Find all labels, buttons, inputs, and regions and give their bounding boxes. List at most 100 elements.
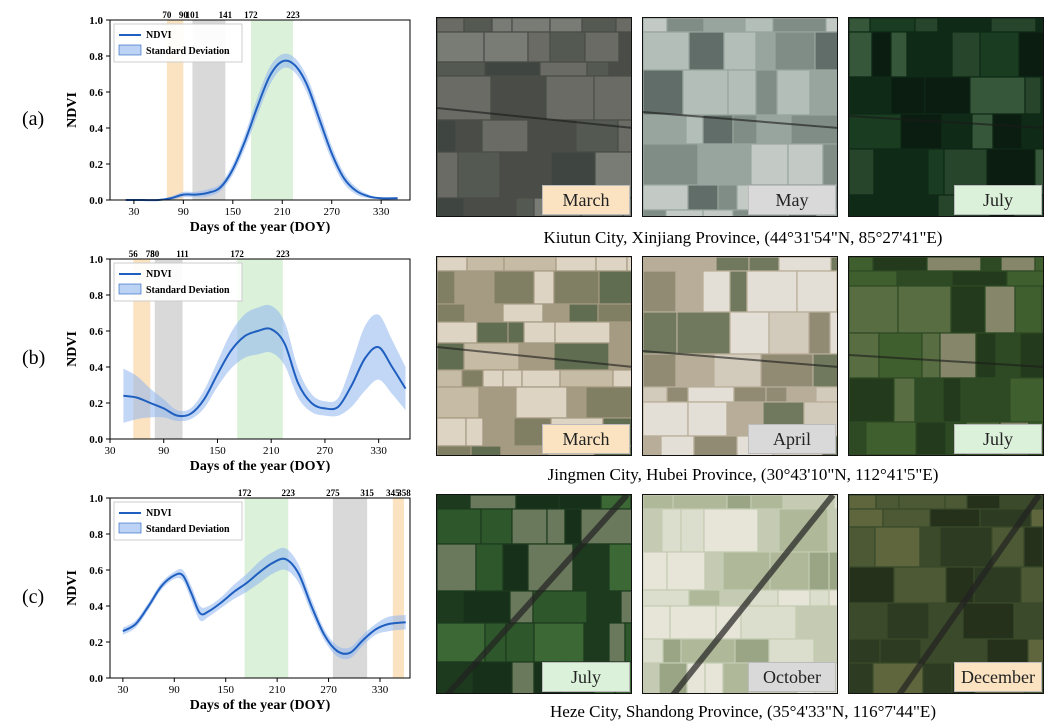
road xyxy=(444,495,630,693)
field-parcel xyxy=(849,31,873,78)
y-tick-label: 0.4 xyxy=(89,362,103,374)
field-parcel xyxy=(1040,76,1043,115)
field-parcel xyxy=(787,143,824,186)
y-tick-label: 0.4 xyxy=(89,601,103,613)
y-axis-label: NDVI xyxy=(65,331,80,367)
field-parcel xyxy=(849,495,877,510)
field-parcel xyxy=(715,257,750,272)
field-parcel xyxy=(814,31,837,71)
period-end-label: 315 xyxy=(360,488,374,498)
period-end-label: 223 xyxy=(276,249,290,259)
field-parcel xyxy=(1023,526,1043,568)
field-parcel xyxy=(500,445,549,455)
y-tick-label: 0.2 xyxy=(89,398,103,410)
y-tick-label: 0.2 xyxy=(89,637,103,649)
field-parcel xyxy=(809,69,837,116)
field-parcel xyxy=(669,257,717,272)
field-parcel xyxy=(566,386,587,419)
period-start-label: 172 xyxy=(244,10,258,20)
field-parcel xyxy=(437,197,465,216)
field-parcel xyxy=(944,495,968,510)
road xyxy=(437,346,631,368)
field-parcel xyxy=(620,590,631,624)
y-tick-label: 1.0 xyxy=(89,15,103,27)
field-parcel xyxy=(990,18,1037,33)
period-band xyxy=(166,20,184,200)
field-parcel xyxy=(643,311,678,355)
field-parcel xyxy=(790,114,837,145)
x-axis-label: Days of the year (DOY) xyxy=(190,220,331,235)
field-parcel xyxy=(539,61,588,77)
field-parcel xyxy=(875,495,900,510)
field-parcel xyxy=(937,18,957,33)
field-parcel xyxy=(463,197,517,216)
plot-frame xyxy=(109,258,411,440)
field-parcel xyxy=(849,194,889,216)
satellite-image-c-3: December xyxy=(848,494,1044,694)
field-parcel xyxy=(1042,526,1043,568)
field-parcel xyxy=(950,285,986,334)
field-parcel xyxy=(545,75,595,121)
field-parcel xyxy=(554,321,611,344)
field-parcel xyxy=(833,495,837,510)
period-start-label: 172 xyxy=(230,249,244,259)
location-caption-a: Kiutun City, Xinjiang Province, (44°31'5… xyxy=(543,228,943,247)
field-parcel xyxy=(734,638,770,664)
x-tick-label: 90 xyxy=(178,206,190,218)
field-parcel xyxy=(612,369,631,388)
field-parcel xyxy=(872,257,928,272)
field-parcel xyxy=(896,270,953,287)
satellite-image-b-1: March xyxy=(436,256,632,456)
field-parcel xyxy=(750,495,784,510)
field-parcel xyxy=(939,526,993,568)
field-parcel xyxy=(662,638,682,664)
field-parcel xyxy=(760,353,814,388)
y-tick-label: 0.0 xyxy=(89,673,103,685)
field-parcel xyxy=(597,303,631,323)
field-parcel xyxy=(744,18,774,33)
field-parcel xyxy=(643,401,689,437)
field-parcel xyxy=(643,31,690,71)
field-parcel xyxy=(481,119,529,153)
field-parcel xyxy=(437,270,456,305)
field-parcel xyxy=(643,551,668,591)
field-parcel xyxy=(507,321,525,344)
field-parcel xyxy=(940,638,988,664)
field-parcel xyxy=(555,257,597,272)
field-parcel xyxy=(521,369,561,388)
field-parcel xyxy=(693,435,738,455)
field-parcel xyxy=(1020,566,1043,604)
field-parcel xyxy=(757,508,780,553)
field-parcel xyxy=(729,270,748,313)
field-parcel xyxy=(874,526,921,568)
field-parcel xyxy=(559,369,614,388)
field-parcel xyxy=(768,311,810,355)
y-tick-label: 0.6 xyxy=(89,326,103,338)
field-parcel xyxy=(643,353,677,388)
ndvi-line xyxy=(123,327,407,418)
period-start-label: 101 xyxy=(186,10,200,20)
field-parcel xyxy=(437,543,477,592)
month-label: July xyxy=(954,185,1042,215)
field-parcel xyxy=(945,454,999,455)
field-parcel xyxy=(484,61,541,77)
field-parcel xyxy=(815,386,837,403)
y-tick-label: 1.0 xyxy=(89,493,103,505)
period-end-label: 223 xyxy=(282,488,296,498)
field-parcel xyxy=(825,18,837,33)
field-parcel xyxy=(971,113,994,150)
field-parcel xyxy=(774,31,816,71)
field-parcel xyxy=(643,605,671,640)
legend-band-swatch xyxy=(118,44,142,56)
field-parcel xyxy=(827,605,837,640)
y-axis-label: NDVI xyxy=(65,92,80,128)
field-parcel xyxy=(878,332,923,379)
satellite-texture xyxy=(437,18,631,216)
field-parcel xyxy=(726,495,752,510)
field-parcel xyxy=(687,401,728,437)
panel-label-b: (b) xyxy=(22,347,46,369)
field-parcel xyxy=(776,69,811,116)
field-parcel xyxy=(733,386,767,403)
legend: NDVI Standard Deviation xyxy=(113,23,243,63)
